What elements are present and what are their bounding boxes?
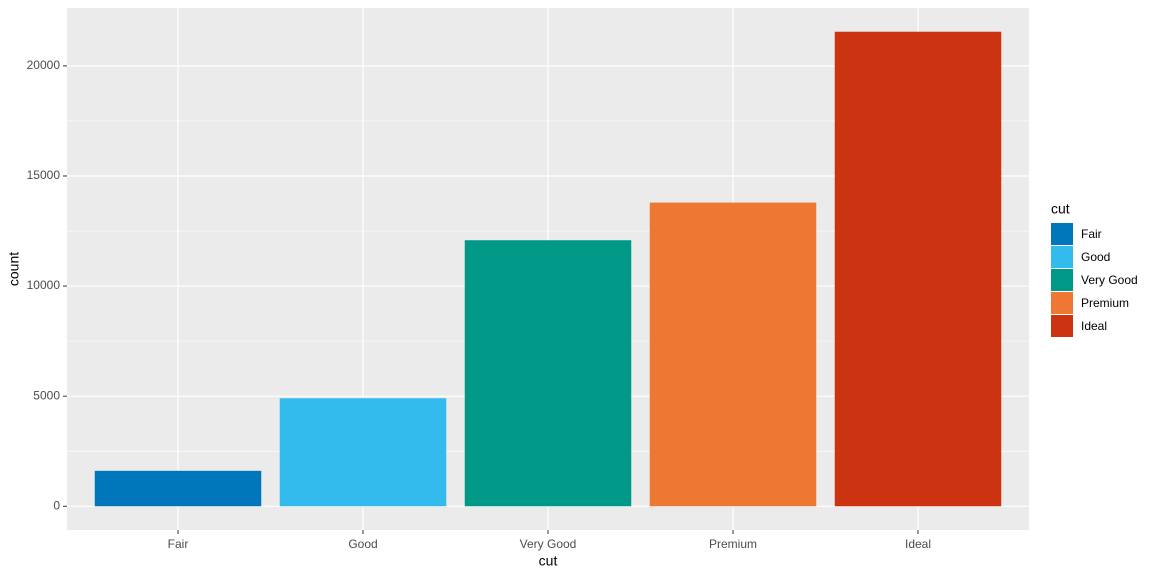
legend-label: Very Good [1081, 273, 1138, 287]
legend-key [1051, 246, 1073, 268]
legend-label: Premium [1081, 296, 1129, 310]
bar [464, 240, 632, 507]
y-tick-label: 0 [53, 498, 60, 512]
legend-label: Good [1081, 250, 1110, 264]
x-tick-label: Very Good [520, 537, 577, 551]
legend-label: Ideal [1081, 319, 1107, 333]
legend-key [1051, 223, 1073, 245]
x-tick-label: Good [348, 537, 377, 551]
x-tick-label: Fair [168, 537, 189, 551]
y-tick-label: 5000 [33, 388, 60, 402]
legend-key [1051, 292, 1073, 314]
legend-key [1051, 269, 1073, 291]
x-tick-label: Premium [709, 537, 757, 551]
y-tick-label: 15000 [27, 168, 61, 182]
y-axis-title: count [6, 252, 22, 286]
y-tick-label: 20000 [27, 58, 61, 72]
legend-key [1051, 315, 1073, 337]
legend-title: cut [1051, 201, 1070, 217]
legend-label: Fair [1081, 227, 1102, 241]
x-tick-label: Ideal [905, 537, 931, 551]
bar [94, 470, 262, 507]
bar [279, 398, 447, 507]
bars [94, 31, 1002, 507]
y-tick-label: 10000 [27, 278, 61, 292]
bar [649, 202, 817, 507]
x-axis-title: cut [539, 553, 558, 569]
bar [834, 31, 1002, 507]
